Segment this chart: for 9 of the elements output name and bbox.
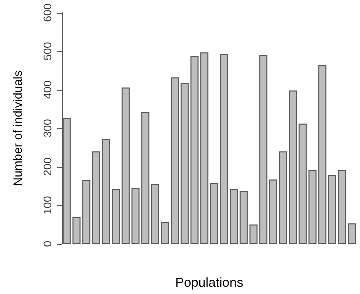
y-tick-label: 400 — [42, 80, 54, 100]
y-tick-label: 300 — [42, 119, 54, 138]
y-tick-label: 600 — [42, 4, 54, 22]
y-tick-label: 200 — [42, 158, 54, 176]
y-tick-label: 100 — [42, 196, 54, 215]
y-tick-label: 0 — [42, 240, 54, 248]
y-tick-label: 500 — [42, 42, 54, 61]
x-axis-title: Populations — [176, 275, 244, 290]
y-axis-title: Number of individuals — [11, 70, 25, 186]
